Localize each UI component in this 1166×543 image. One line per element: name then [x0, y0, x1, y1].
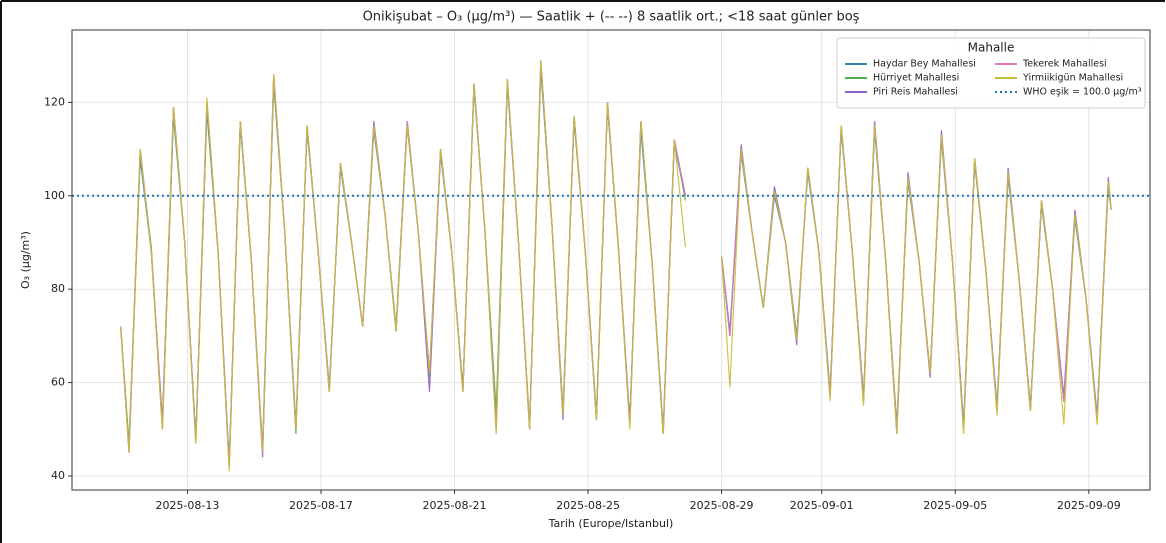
x-tick-label: 2025-09-01 — [790, 499, 854, 512]
plot-frame — [71, 29, 1151, 491]
legend-label: Yirmiikigün Mahallesi — [1022, 73, 1123, 84]
y-axis-label: O₃ (µg/m³) — [19, 231, 32, 289]
y-tick-label: 60 — [51, 376, 65, 389]
y-tick-label: 100 — [44, 189, 65, 202]
legend-label: Piri Reis Mahallesi — [873, 87, 958, 98]
legend-label: Hürriyet Mahallesi — [873, 73, 959, 84]
legend-box — [836, 37, 1146, 109]
legend-label: Haydar Bey Mahallesi — [873, 59, 976, 70]
x-tick-label: 2025-09-09 — [1057, 499, 1121, 512]
x-axis-label: Tarih (Europe/Istanbul) — [548, 517, 674, 530]
x-tick-label: 2025-08-17 — [289, 499, 353, 512]
y-tick-label: 80 — [51, 282, 65, 295]
x-tick-label: 2025-08-21 — [423, 499, 487, 512]
series-line — [120, 60, 1112, 472]
legend-label: Tekerek Mahallesi — [1022, 59, 1107, 70]
legend-title: Mahalle — [968, 41, 1015, 55]
x-tick-label: 2025-08-25 — [556, 499, 620, 512]
x-tick-label: 2025-09-05 — [923, 499, 987, 512]
y-tick-label: 40 — [51, 469, 65, 482]
y-tick-label: 120 — [44, 95, 65, 108]
x-tick-label: 2025-08-13 — [155, 499, 219, 512]
legend-label: WHO eşik = 100.0 µg/m³ — [1023, 87, 1142, 98]
x-tick-label: 2025-08-29 — [690, 499, 754, 512]
chart-title: Onikişubat – O₃ (µg/m³) — Saatlik + (-- … — [363, 10, 860, 25]
